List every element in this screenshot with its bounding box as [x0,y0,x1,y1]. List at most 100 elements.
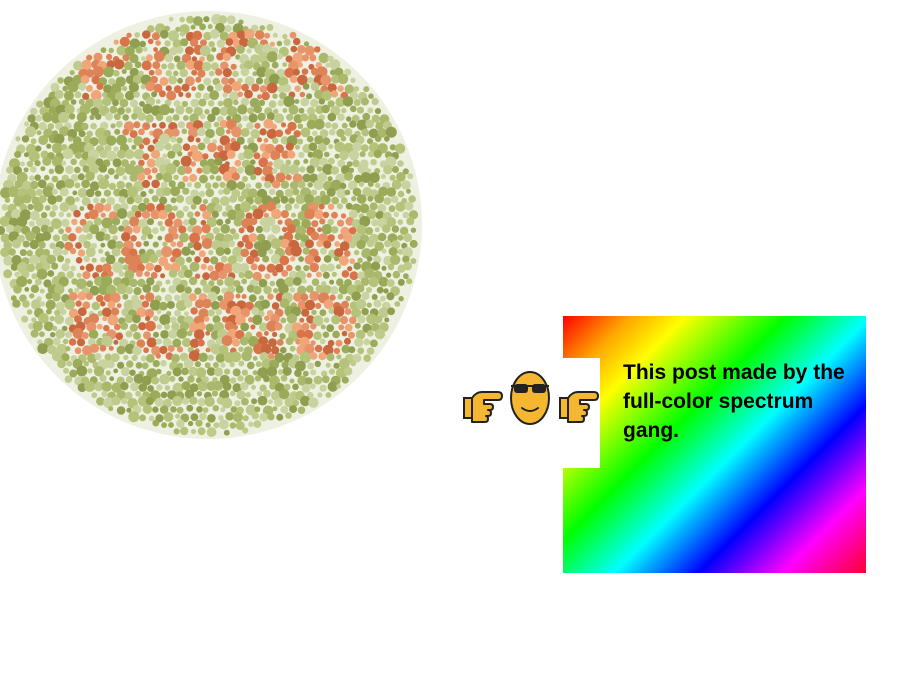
plate-dot [3,255,14,266]
plate-dot [0,187,12,199]
plate-dot [177,165,187,176]
plate-dot [215,83,223,92]
plate-dot [164,385,171,391]
plate-dot [327,218,335,226]
plate-dot [13,285,22,294]
plate-dot [118,271,125,277]
plate-dot [27,114,36,123]
plate-dot [166,90,177,101]
plate-dot [113,368,119,374]
plate-dot [239,37,249,48]
plate-dot [98,135,109,146]
plate-dot [122,293,129,300]
plate-dot [271,224,281,234]
plate-dot [202,284,212,294]
plate-dot [29,210,40,221]
plate-dot [284,67,295,78]
plate-dot [90,122,97,130]
plate-dot [165,85,172,92]
plate-dot [344,250,351,257]
plate-dot [297,62,303,68]
plate-dot [171,322,180,331]
plate-dot [202,165,212,175]
plate-dot [310,189,318,196]
plate-dot [361,128,370,137]
plate-dot [348,227,357,235]
plate-dot [88,209,99,220]
plate-dot [146,158,156,168]
plate-dot [204,396,215,407]
plate-dot [194,181,202,189]
plate-dot [77,291,87,301]
plate-dot [81,59,92,71]
plate-dot [232,246,244,258]
plate-dot [394,301,401,307]
plate-dot [368,93,374,99]
plate-dot [272,32,278,38]
plate-dot [237,104,248,115]
plate-dot [310,231,320,241]
plate-dot [59,126,70,137]
plate-dot [231,81,242,92]
plate-dot [246,284,255,293]
plate-dot [235,210,245,221]
plate-dot [283,383,291,391]
plate-dot [199,412,207,421]
plate-dot [336,264,341,270]
plate-dot [159,29,169,39]
plate-dot [147,25,155,33]
plate-dot [124,391,133,400]
plate-dot [116,180,125,190]
plate-dot [113,39,119,45]
plate-dot [371,114,380,123]
plate-dot [266,201,277,212]
plate-dot [333,255,340,262]
plate-dot [157,220,163,227]
plate-dot [13,195,25,207]
plate-dot [292,52,304,64]
plate-dot [166,370,172,376]
plate-dot [306,165,315,174]
plate-dot [329,128,336,136]
plate-dot [202,298,212,309]
plate-dot [175,105,185,115]
plate-dot [308,142,318,151]
plate-dot [172,233,179,240]
plate-dot [103,324,110,332]
plate-dot [76,365,88,377]
plate-dot [383,288,389,294]
plate-dot [228,240,236,248]
plate-dot [176,240,184,248]
plate-dot [113,70,120,77]
plate-dot [304,343,315,355]
plate-dot [260,343,272,355]
plate-dot [225,38,234,46]
plate-dot [258,157,269,168]
plate-dot [254,196,263,205]
plate-dot [129,99,139,108]
plate-dot [293,292,303,302]
plate-dot [274,263,284,273]
plate-dot [111,247,121,257]
plate-dot [393,211,400,218]
plate-dot [120,367,131,377]
plate-dot [301,308,310,317]
plate-dot [79,103,91,115]
plate-dot [105,112,113,121]
plate-dot [301,278,307,284]
plate-dot [99,345,107,352]
plate-dot [119,36,130,47]
plate-dot [15,136,21,142]
plate-dot [188,276,198,286]
plate-dot [68,338,77,346]
plate-dot [155,249,163,258]
plate-dot [341,330,348,337]
plate-dot [322,211,330,219]
plate-dot [182,397,190,405]
plate-dot [42,185,54,198]
plate-dot [293,203,300,209]
plate-dot [131,354,138,362]
plate-dot [377,128,388,138]
plate-dot [348,167,355,173]
plate-dot [360,277,370,286]
